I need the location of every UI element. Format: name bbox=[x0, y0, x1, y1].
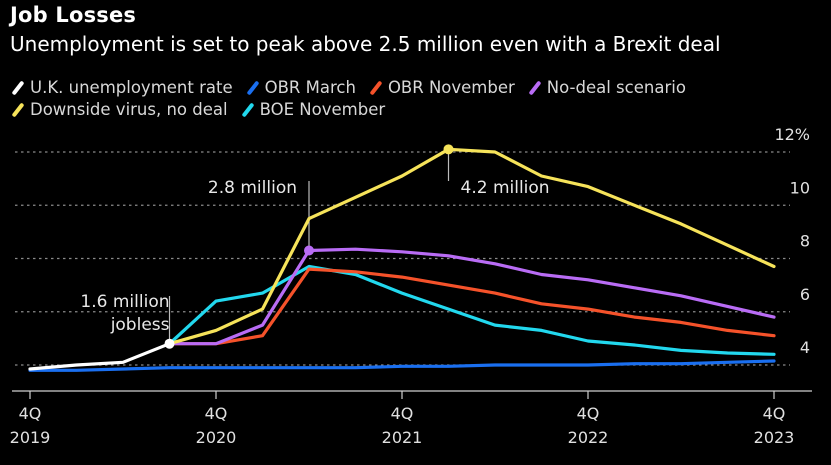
series-line-obr-march bbox=[28, 359, 776, 372]
legend-label: BOE November bbox=[259, 100, 386, 119]
x-tick-label: 4Q bbox=[391, 404, 414, 423]
y-tick-label: 8 bbox=[800, 232, 810, 251]
legend-row-2: Downside virus, no deal BOE November bbox=[11, 99, 812, 121]
legend-label: No-deal scenario bbox=[546, 78, 686, 97]
series-line-boe-november bbox=[167, 264, 776, 356]
annotation-label: jobless bbox=[110, 315, 170, 335]
legend-label: U.K. unemployment rate bbox=[30, 78, 233, 97]
legend-item-no-deal: No-deal scenario bbox=[528, 77, 686, 99]
x-tick-label: 4Q bbox=[577, 404, 600, 423]
legend-label: OBR March bbox=[264, 78, 356, 97]
x-tick-label: 2023 bbox=[754, 428, 795, 447]
y-tick-label: 12% bbox=[774, 125, 810, 144]
x-tick-label: 2020 bbox=[196, 428, 237, 447]
y-tick-label: 6 bbox=[800, 285, 810, 304]
x-tick-label: 2022 bbox=[568, 428, 609, 447]
chart-title: Job Losses bbox=[10, 3, 137, 27]
legend-item-boe-november: BOE November bbox=[241, 99, 386, 121]
series-line-u-k-unemployment-rate bbox=[28, 342, 172, 371]
annotation-label: 2.8 million bbox=[208, 178, 297, 198]
x-tick-label: 2021 bbox=[382, 428, 423, 447]
annotation-label: 1.6 million bbox=[80, 292, 169, 312]
x-tick-label: 4Q bbox=[763, 404, 786, 423]
annotation-marker bbox=[164, 338, 175, 349]
series-line-obr-november bbox=[167, 267, 776, 346]
annotation-marker bbox=[304, 245, 314, 256]
y-tick-label: 4 bbox=[800, 338, 810, 357]
series-line-no-deal-scenario bbox=[167, 247, 776, 346]
legend-item-uk-rate: U.K. unemployment rate bbox=[11, 77, 233, 99]
legend-label: OBR November bbox=[387, 78, 515, 97]
legend-item-obr-march: OBR March bbox=[246, 77, 356, 99]
legend: U.K. unemployment rate OBR March OBR Nov… bbox=[11, 77, 812, 121]
legend-item-obr-november: OBR November bbox=[369, 77, 515, 99]
legend-item-downside-virus: Downside virus, no deal bbox=[11, 99, 228, 121]
x-tick-label: 2019 bbox=[10, 428, 51, 447]
x-tick-label: 4Q bbox=[205, 404, 228, 423]
chart-subtitle: Unemployment is set to peak above 2.5 mi… bbox=[10, 32, 721, 56]
x-tick-label: 4Q bbox=[19, 404, 42, 423]
annotation-label: 4.2 million bbox=[461, 178, 550, 198]
legend-row-1: U.K. unemployment rate OBR March OBR Nov… bbox=[11, 77, 812, 99]
legend-label: Downside virus, no deal bbox=[30, 100, 228, 119]
y-tick-label: 10 bbox=[790, 178, 810, 197]
series-line-downside-virus-no-deal bbox=[167, 147, 776, 346]
annotation-marker bbox=[443, 144, 454, 155]
